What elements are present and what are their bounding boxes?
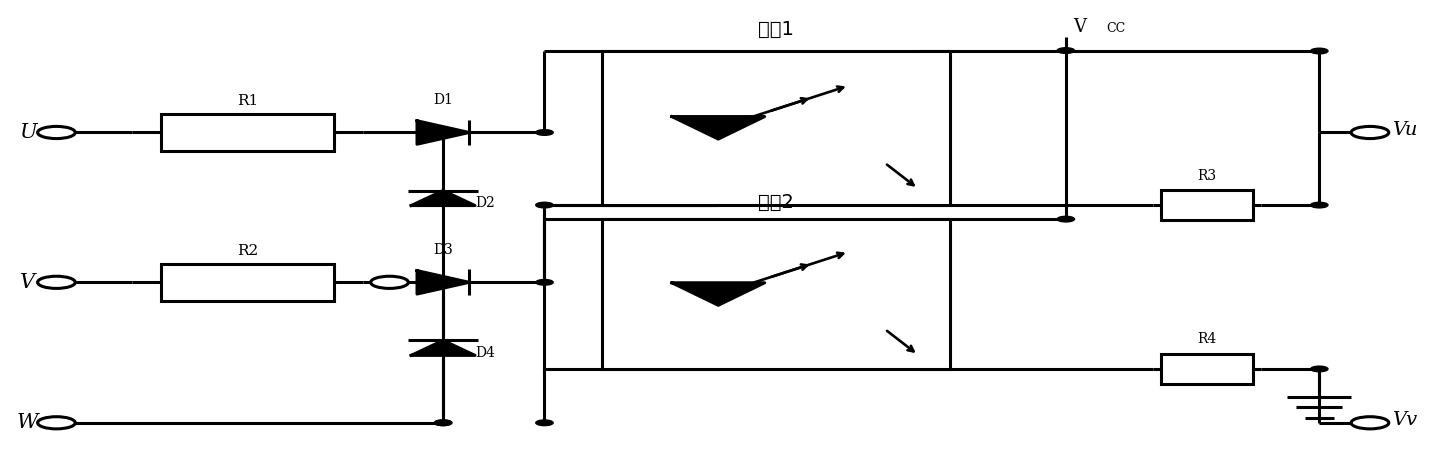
Text: R4: R4 [1197,333,1216,347]
Text: R1: R1 [237,94,258,108]
Bar [602,50,950,205]
Text: Vv: Vv [1392,412,1416,430]
Circle shape [535,279,553,285]
Text: R3: R3 [1197,169,1216,183]
Text: 光耦1: 光耦1 [759,20,794,39]
Text: 光耦2: 光耦2 [759,193,794,212]
Text: Vu: Vu [1392,121,1418,139]
Text: W: W [17,413,38,432]
Text: U: U [19,123,36,142]
Circle shape [434,282,451,287]
Circle shape [1310,202,1328,208]
Polygon shape [416,121,469,144]
Text: R2: R2 [237,244,258,258]
Polygon shape [411,341,474,355]
Bar [161,114,335,151]
Text: D1: D1 [434,93,453,107]
Bar [1161,354,1254,384]
Text: D4: D4 [474,346,495,359]
Text: D2: D2 [474,196,495,210]
Text: D3: D3 [434,243,453,257]
Circle shape [434,420,451,426]
Circle shape [434,420,451,426]
Circle shape [1310,366,1328,372]
Circle shape [535,420,553,426]
Bar [161,264,335,301]
Text: CC: CC [1106,23,1126,35]
Polygon shape [416,271,469,294]
Bar [1161,190,1254,220]
Circle shape [535,130,553,135]
Polygon shape [672,116,765,139]
Circle shape [535,202,553,208]
Bar [602,219,950,369]
Polygon shape [672,283,765,305]
Circle shape [1058,48,1075,53]
Polygon shape [411,191,474,205]
Circle shape [1058,216,1075,222]
Circle shape [1310,48,1328,54]
Text: V: V [1074,18,1085,36]
Text: V: V [20,273,35,292]
